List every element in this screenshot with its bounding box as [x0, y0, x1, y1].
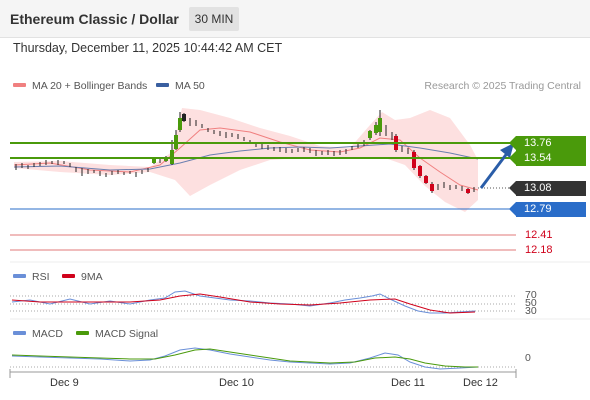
- rsi-ma-line: [11, 293, 476, 314]
- macd-swatch: [13, 331, 26, 336]
- rsi-level-70-label: 70: [525, 289, 537, 301]
- rsi-ma-legend: 9MA: [62, 271, 103, 283]
- macd-zero-label: 0: [525, 352, 531, 364]
- macd-line: [11, 347, 479, 370]
- rsi-ma-legend-label: 9MA: [81, 271, 103, 283]
- resistance-2-label: 13.76: [509, 136, 586, 151]
- ma50-line: [13, 143, 479, 171]
- rsi-legend: RSI: [13, 271, 50, 283]
- ma20-legend: MA 20 + Bollinger Bands: [13, 80, 147, 92]
- ma20-legend-label: MA 20 + Bollinger Bands: [32, 80, 148, 92]
- support-1-label: 12.79: [509, 202, 586, 217]
- chart-datetime: Thursday, December 11, 2025 10:44:42 AM …: [13, 41, 283, 55]
- macd-legend: MACD: [13, 328, 63, 340]
- rsi-level-30-label: 30: [525, 305, 537, 317]
- macd-signal-line: [11, 348, 478, 368]
- support-2-label: 12.41: [525, 229, 553, 241]
- x-label-dec10: Dec 10: [219, 377, 254, 389]
- macd-legend-label: MACD: [32, 328, 63, 340]
- x-label-dec11: Dec 11: [391, 377, 426, 389]
- resistance-1-label: 13.54: [509, 151, 586, 166]
- x-label-dec12: Dec 12: [463, 377, 498, 389]
- rsi-ma-swatch: [62, 274, 75, 279]
- chart-header: Ethereum Classic / Dollar 30 MIN: [0, 0, 590, 38]
- timeframe-button[interactable]: 30 MIN: [189, 7, 239, 31]
- ma20-swatch: [13, 83, 26, 88]
- bollinger-band: [14, 108, 478, 212]
- ma50-legend: MA 50: [156, 80, 205, 92]
- rsi-level-50-label: 50: [525, 297, 537, 309]
- support-3-label: 12.18: [525, 244, 553, 256]
- research-credit: Research © 2025 Trading Central: [424, 80, 581, 92]
- macd-signal-legend-label: MACD Signal: [95, 328, 159, 340]
- ma50-legend-label: MA 50: [175, 80, 205, 92]
- rsi-legend-label: RSI: [32, 271, 50, 283]
- instrument-title: Ethereum Classic / Dollar: [10, 11, 179, 27]
- rsi-swatch: [13, 274, 26, 279]
- ma50-swatch: [156, 83, 169, 88]
- macd-signal-legend: MACD Signal: [76, 328, 158, 340]
- last-price-label: 13.08: [509, 181, 586, 196]
- x-label-dec9: Dec 9: [50, 377, 79, 389]
- macd-signal-swatch: [76, 331, 89, 336]
- forecast-arrow: [479, 151, 510, 189]
